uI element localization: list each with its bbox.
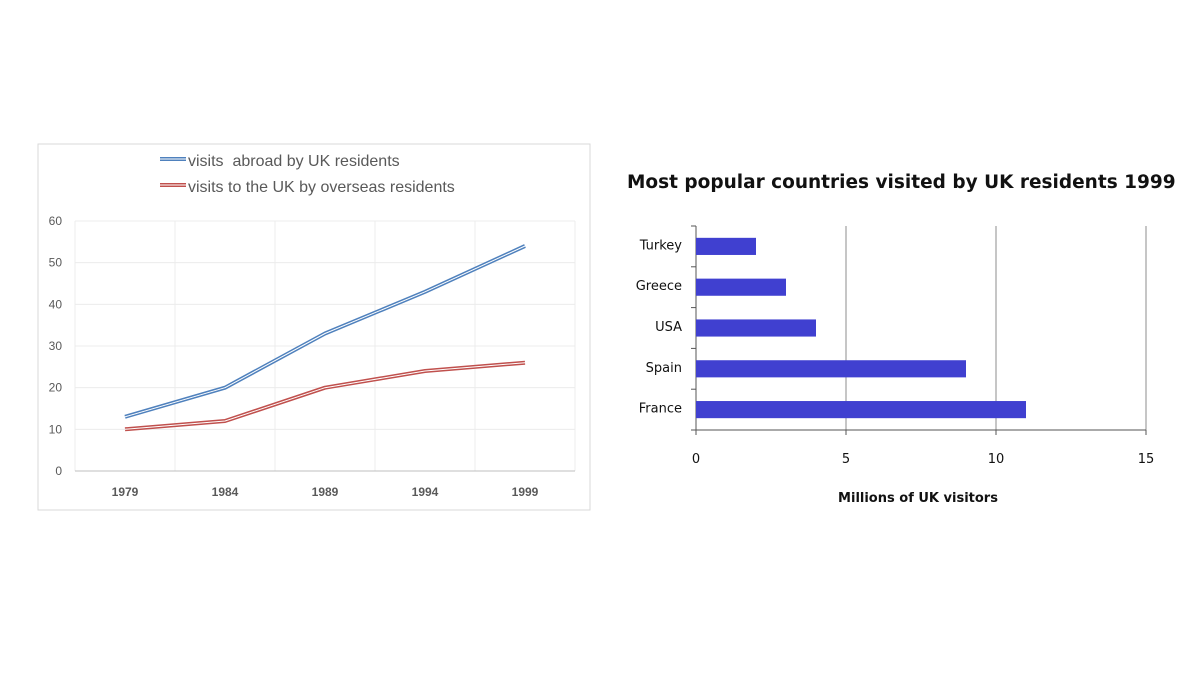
bar-turkey [696, 237, 756, 255]
bar-chart-title: Most popular countries visited by UK res… [627, 172, 1176, 193]
line-series-abroad [124, 244, 526, 419]
line-chart-frame [37, 143, 591, 511]
bar-usa [696, 319, 816, 337]
legend-label-abroad: visits abroad by UK residents [188, 153, 400, 170]
line-chart-y-tick-0: 0 [55, 464, 62, 478]
bar-chart-category-greece: Greece [636, 279, 682, 294]
line-chart-y-tick-labels: 0 10 20 30 40 50 60 [49, 214, 63, 478]
line-series-overseas [124, 360, 526, 432]
bar-chart-x-tick-15: 15 [1138, 452, 1155, 467]
bar-chart-x-tick-10: 10 [988, 452, 1005, 467]
line-chart-y-tick-10: 10 [49, 422, 63, 436]
bar-chart-category-turkey: Turkey [639, 238, 683, 253]
line-chart-y-tick-30: 30 [49, 339, 63, 353]
bar-chart-x-tick-0: 0 [692, 452, 700, 467]
line-chart-legend: visits abroad by UK residents visits to … [160, 153, 455, 196]
line-chart-y-tick-60: 60 [49, 214, 63, 228]
line-chart-y-tick-50: 50 [49, 256, 63, 270]
line-chart-series [124, 244, 526, 432]
line-chart-x-tick-1994: 1994 [412, 485, 439, 499]
bar-greece [696, 278, 786, 296]
line-chart-y-tick-20: 20 [49, 381, 63, 395]
bar-chart-x-tick-5: 5 [842, 452, 850, 467]
line-chart-x-tick-1999: 1999 [512, 485, 539, 499]
line-chart-x-tick-1979: 1979 [112, 485, 139, 499]
line-chart-x-tick-1984: 1984 [212, 485, 239, 499]
bar-chart: Most popular countries visited by UK res… [627, 172, 1176, 506]
line-chart-y-tick-40: 40 [49, 297, 63, 311]
bar-chart-category-spain: Spain [646, 361, 682, 376]
line-chart-gridlines [74, 220, 576, 471]
line-chart-x-tick-1989: 1989 [312, 485, 339, 499]
bar-chart-gridlines [691, 225, 1147, 435]
bar-france [696, 401, 1026, 419]
bar-chart-category-france: France [639, 402, 682, 417]
bar-spain [696, 360, 966, 378]
line-chart: 0 10 20 30 40 50 60 1979 1984 1989 1994 1999 visit… [37, 143, 591, 511]
bar-chart-category-usa: USA [655, 320, 682, 335]
bar-chart-category-labels: Turkey Greece USA Spain France [636, 238, 683, 416]
legend-entry-overseas: visits to the UK by overseas residents [160, 179, 455, 196]
bar-chart-x-axis-label: Millions of UK visitors [838, 491, 998, 506]
line-chart-x-tick-labels: 1979 1984 1989 1994 1999 [112, 485, 539, 499]
bar-chart-bars [696, 237, 1026, 419]
line-series-inner-0 [124, 245, 526, 418]
line-series-inner-1 [124, 362, 526, 430]
legend-entry-abroad: visits abroad by UK residents [160, 153, 400, 170]
legend-label-overseas: visits to the UK by overseas residents [188, 179, 455, 196]
bar-chart-x-tick-labels: 0 5 10 15 [692, 452, 1154, 467]
